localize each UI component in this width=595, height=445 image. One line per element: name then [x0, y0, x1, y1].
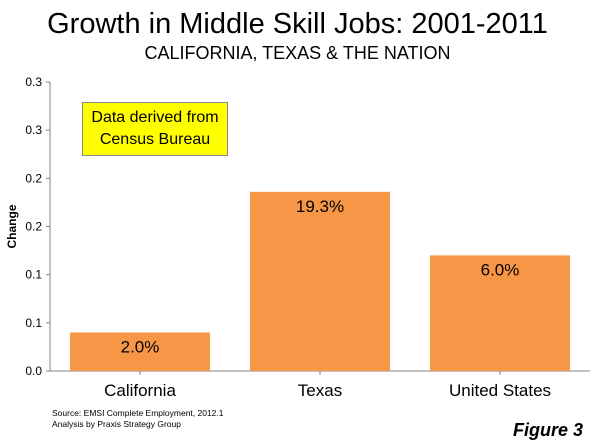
note-line-2: Census Bureau [99, 131, 211, 148]
bar [70, 332, 210, 371]
data-label: 6.0% [481, 260, 520, 279]
y-tick-label: 0.1 [25, 316, 42, 330]
data-label: 2.0% [121, 337, 160, 356]
data-source-note: Data derived from Census Bureau [82, 102, 228, 156]
y-tick-label: 0.2 [25, 171, 42, 185]
chart-title: Growth in Middle Skill Jobs: 2001-2011 [47, 8, 548, 40]
y-tick-label: 0.3 [25, 75, 42, 89]
source-line-1: Source: EMSI Complete Employment, 2012.1 [52, 408, 224, 418]
x-tick-label: Texas [298, 381, 342, 400]
source-text: Source: EMSI Complete Employment, 2012.1… [52, 408, 224, 430]
bar [430, 255, 570, 371]
y-axis-title: Change [5, 204, 19, 248]
y-tick-label: 0.0 [25, 364, 42, 378]
y-tick-label: 0.2 [25, 220, 42, 234]
source-line-2: Analysis by Praxis Strategy Group [52, 419, 181, 429]
note-line-1: Data derived from [91, 109, 219, 126]
chart-subtitle: CALIFORNIA, TEXAS & THE NATION [144, 43, 451, 63]
x-tick-label: United States [449, 381, 551, 400]
y-tick-label: 0.1 [25, 268, 42, 282]
bar [250, 191, 390, 371]
y-tick-label: 0.3 [25, 123, 42, 137]
x-tick-label: California [104, 381, 176, 400]
data-label: 19.3% [296, 197, 344, 216]
figure-label: Figure 3 [512, 420, 583, 440]
